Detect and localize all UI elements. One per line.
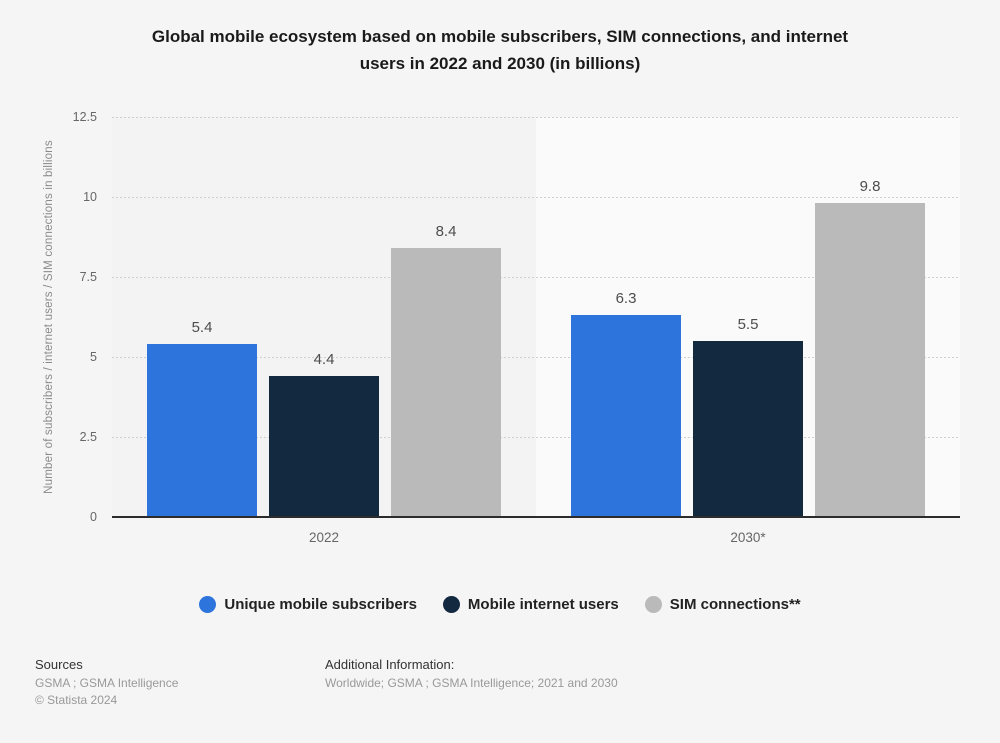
bar-value-label: 5.4 <box>191 319 213 336</box>
bar-unique-mobile-subscribers-2030 <box>571 315 681 517</box>
bar-value-label: 9.8 <box>859 178 881 195</box>
bar-mobile-internet-users-2022 <box>269 376 379 517</box>
y-tick-label: 7.5 <box>79 270 97 284</box>
legend-label: SIM connections** <box>669 596 801 613</box>
y-tick-label: 12.5 <box>72 110 97 124</box>
x-axis-baseline <box>112 516 960 518</box>
additional-info-block: Additional Information: Worldwide; GSMA … <box>325 657 618 693</box>
sources-block: Sources GSMA ; GSMA Intelligence © Stati… <box>35 657 178 710</box>
legend-label: Unique mobile subscribers <box>224 596 417 613</box>
additional-info-line: Worldwide; GSMA ; GSMA Intelligence; 202… <box>325 676 618 690</box>
y-tick-label: 5 <box>90 350 97 364</box>
y-tick-label: 10 <box>83 190 97 204</box>
copyright-line: © Statista 2024 <box>35 693 118 707</box>
legend-swatch-icon <box>199 596 217 613</box>
chart-title-line-1: Global mobile ecosystem based on mobile … <box>151 27 849 46</box>
legend: Unique mobile subscribers Mobile internet… <box>0 596 1000 613</box>
gridline <box>112 117 960 118</box>
bar-unique-mobile-subscribers-2022 <box>147 344 257 517</box>
bar-value-label: 8.4 <box>435 223 457 240</box>
sources-label: Sources <box>35 657 83 672</box>
y-tick-label: 2.5 <box>79 430 97 444</box>
x-category-label: 2022 <box>308 530 340 545</box>
bar-value-label: 6.3 <box>615 290 637 307</box>
gridline <box>112 277 960 278</box>
legend-swatch-icon <box>442 596 460 613</box>
legend-item-mobile-internet-users: Mobile internet users <box>442 596 619 613</box>
legend-label: Mobile internet users <box>467 596 619 613</box>
legend-item-unique-mobile-subscribers: Unique mobile subscribers <box>199 596 417 613</box>
x-category-label: 2030* <box>730 530 766 545</box>
bar-mobile-internet-users-2030 <box>693 341 803 517</box>
legend-swatch-icon <box>644 596 662 613</box>
gridline <box>112 357 960 358</box>
legend-item-sim-connections: SIM connections** <box>644 596 801 613</box>
y-tick-label: 0 <box>90 510 97 524</box>
bar-value-label: 5.5 <box>737 316 759 333</box>
additional-info-label: Additional Information: <box>325 657 455 672</box>
bar-value-label: 4.4 <box>313 351 335 368</box>
sources-line: GSMA ; GSMA Intelligence <box>35 676 179 690</box>
gridline <box>112 197 960 198</box>
gridline <box>112 437 960 438</box>
bar-sim-connections-2022 <box>391 248 501 517</box>
plot-area: 5.4 4.4 8.4 6.3 5.5 9.8 <box>112 117 960 517</box>
chart-title: Global mobile ecosystem based on mobile … <box>0 23 1000 77</box>
chart-title-line-2: users in 2022 and 2030 (in billions) <box>359 54 641 73</box>
bar-sim-connections-2030 <box>815 203 925 517</box>
